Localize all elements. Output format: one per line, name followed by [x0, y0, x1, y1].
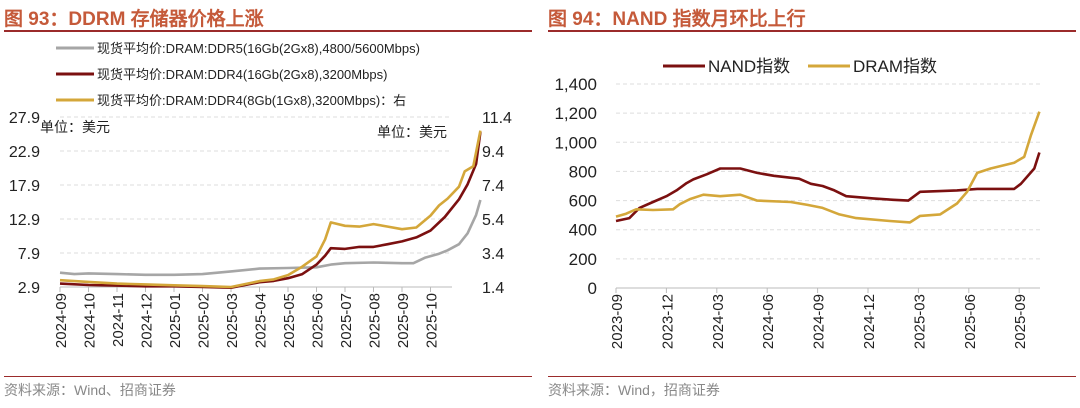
x-tick-label: 2025-05	[281, 293, 298, 348]
x-tick-label: 2025-10	[424, 293, 441, 348]
legend-label-0: NAND指数	[708, 57, 790, 76]
title-divider-left	[4, 30, 532, 32]
legend-label-1: 现货平均价:DRAM:DDR4(16Gb(2Gx8),3200Mbps)	[97, 67, 387, 82]
x-tick-label: 2025-01	[167, 293, 184, 348]
y-left-tick-label: 7.9	[18, 246, 40, 263]
x-tick-label: 2025-09	[395, 293, 412, 348]
y-right-unit-label: 单位：美元	[377, 124, 447, 140]
x-tick-label: 2025-06	[310, 293, 327, 348]
y-tick-label: 1,400	[554, 75, 597, 94]
title-divider-right	[548, 30, 1076, 32]
x-tick-label: 2025-03	[224, 293, 241, 348]
y-right-tick-label: 7.4	[482, 178, 504, 195]
x-tick-label: 2025-06	[962, 294, 979, 349]
y-right-tick-label: 5.4	[482, 212, 504, 229]
source-divider-right	[548, 376, 1076, 377]
y-left-unit-label: 单位：美元	[40, 119, 110, 135]
x-tick-label: 2025-04	[253, 293, 270, 348]
y-right-tick-label: 1.4	[482, 280, 504, 297]
x-tick-label: 2025-02	[196, 293, 213, 348]
y-right-tick-label: 11.4	[482, 110, 512, 127]
chart-title-right: 图 94：NAND 指数月环比上行	[548, 9, 806, 30]
y-tick-label: 1,200	[554, 104, 597, 123]
source-right: 资料来源：Wind，招商证券	[548, 382, 720, 398]
y-tick-label: 0	[588, 279, 597, 298]
source-left: 资料来源：Wind、招商证券	[4, 382, 176, 398]
y-left-tick-label: 17.9	[9, 178, 40, 195]
y-right-tick-label: 3.4	[482, 246, 504, 263]
series-line-1	[615, 111, 1041, 224]
x-tick-label: 2024-12	[139, 293, 156, 348]
x-tick-label: 2025-09	[1012, 294, 1029, 349]
legend-label-2: 现货平均价:DRAM:DDR4(8Gb(1Gx8),3200Mbps)：右	[97, 93, 406, 108]
legend-label-1: DRAM指数	[853, 57, 937, 76]
y-right-tick-label: 9.4	[482, 144, 504, 161]
x-tick-label: 2023-12	[659, 294, 676, 349]
chart-title-left: 图 93：DDRM 存储器价格上涨	[4, 9, 264, 30]
source-divider-left	[4, 376, 532, 377]
y-tick-label: 1,000	[554, 133, 597, 152]
x-tick-label: 2025-07	[338, 293, 355, 348]
series-line-0	[59, 199, 482, 277]
x-tick-label: 2024-12	[861, 294, 878, 349]
y-left-tick-label: 12.9	[9, 212, 40, 229]
y-tick-label: 800	[569, 162, 597, 181]
y-left-tick-label: 2.9	[18, 280, 40, 297]
series-line-1	[59, 131, 482, 290]
y-tick-label: 400	[569, 221, 597, 240]
x-tick-label: 2024-10	[82, 293, 99, 348]
legend-label-0: 现货平均价:DRAM:DDR5(16Gb(2Gx8),4800/5600Mbps…	[97, 41, 420, 56]
y-tick-label: 600	[569, 192, 597, 211]
x-tick-label: 2025-03	[911, 294, 928, 349]
series-line-2	[59, 130, 482, 289]
y-left-tick-label: 22.9	[9, 144, 40, 161]
x-tick-label: 2024-03	[710, 294, 727, 349]
y-left-tick-label: 27.9	[9, 110, 40, 127]
x-tick-label: 2024-11	[110, 293, 127, 347]
y-tick-label: 200	[569, 250, 597, 269]
x-tick-label: 2024-09	[53, 293, 70, 348]
x-tick-label: 2025-08	[367, 293, 384, 348]
x-tick-label: 2024-09	[811, 294, 828, 349]
x-tick-label: 2023-09	[609, 294, 626, 349]
x-tick-label: 2024-06	[760, 294, 777, 349]
